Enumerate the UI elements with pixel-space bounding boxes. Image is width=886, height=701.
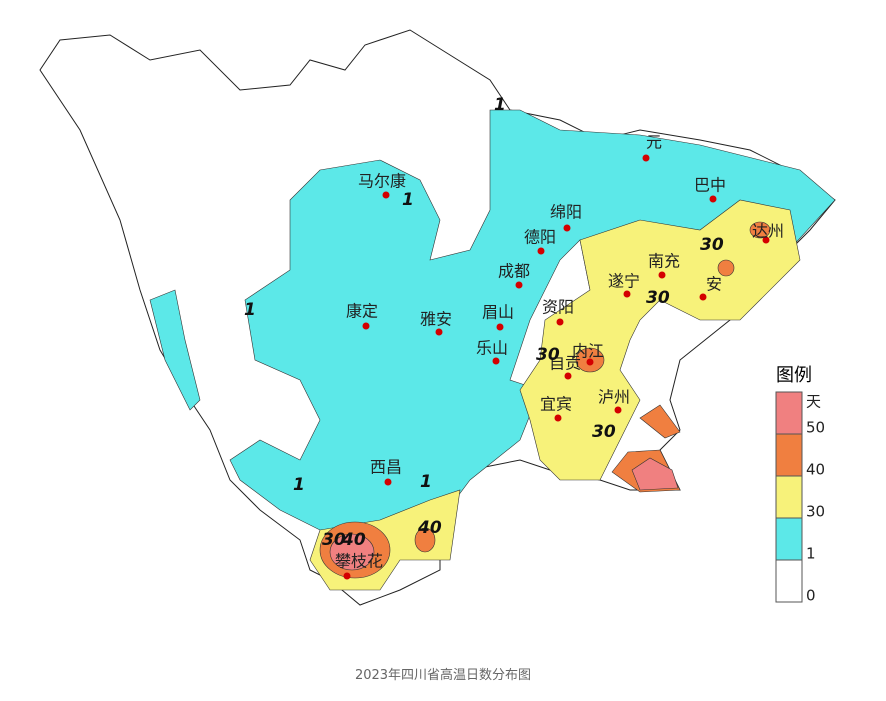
legend-label: 1	[806, 545, 816, 563]
legend-swatch	[775, 475, 803, 519]
legend-swatch	[775, 559, 803, 603]
city-label: 成都	[498, 262, 530, 281]
contour-label: 40	[341, 530, 366, 550]
city-dot	[642, 154, 650, 162]
city-dot	[362, 322, 370, 330]
city-dot	[564, 372, 572, 380]
city-label: 达州	[752, 222, 784, 241]
city-dot	[699, 293, 707, 301]
city-dot	[537, 247, 545, 255]
legend-swatch	[775, 517, 803, 561]
city-label: 雅安	[420, 310, 452, 329]
city-label: 遂宁	[608, 272, 640, 291]
zone-50	[631, 457, 679, 491]
city-label: 自贡	[549, 354, 581, 373]
contour-label: 30	[700, 235, 724, 255]
city-label: 眉山	[482, 303, 514, 322]
legend-label: 40	[806, 461, 825, 479]
city-label: 康定	[346, 302, 378, 321]
zone-40	[749, 221, 771, 239]
legend-title: 图例	[776, 365, 812, 386]
city-label: 内江	[572, 342, 604, 361]
zone-30	[309, 199, 801, 591]
city-label: 巴中	[694, 176, 726, 195]
city-dot	[658, 271, 666, 279]
city-dot	[563, 224, 571, 232]
city-dot	[554, 414, 562, 422]
city-label: 宜宾	[540, 395, 572, 414]
caption: 2023年四川省高温日数分布图	[354, 668, 532, 683]
legend-unit: 天	[806, 393, 821, 411]
city-dot	[623, 290, 631, 298]
contour-label: 1	[293, 475, 305, 495]
city-dot	[762, 236, 770, 244]
city-label: 西昌	[370, 458, 402, 477]
legend-label: 0	[806, 587, 816, 605]
contour-label: 40	[417, 518, 442, 538]
city-dot	[586, 358, 594, 366]
city-dot	[492, 357, 500, 365]
city-dots	[343, 154, 770, 580]
city-dot	[515, 281, 523, 289]
city-label: 德阳	[524, 228, 556, 247]
city-label: 泸州	[598, 388, 630, 407]
city-dot	[556, 318, 564, 326]
contour-label: 30	[322, 530, 346, 550]
city-label: 马尔康	[358, 172, 406, 191]
city-dot	[709, 195, 717, 203]
city-label: 资阳	[542, 298, 574, 317]
zone-40	[717, 259, 735, 277]
city-label: 元	[646, 133, 662, 152]
contour-label: 30	[646, 288, 670, 308]
city-dot	[343, 572, 351, 580]
city-dot	[384, 478, 392, 486]
city-label: 绵阳	[550, 203, 582, 222]
city-label: 南充	[648, 252, 680, 271]
contour-label: 1	[402, 190, 414, 210]
legend-label: 30	[806, 503, 825, 521]
contour-label: 1	[420, 472, 432, 492]
zone-50	[329, 533, 375, 571]
zone-40	[414, 527, 436, 553]
city-label: 乐山	[476, 339, 508, 358]
contour-labels: 1 1 1 1 1 30 30 30 30 30 40 40	[244, 95, 724, 550]
contour-label: 30	[536, 345, 560, 365]
contour-label: 30	[592, 422, 616, 442]
legend-swatch	[775, 391, 803, 435]
contour-label: 1	[494, 95, 506, 115]
city-label: 攀枝花	[335, 552, 383, 571]
city-label: 安	[706, 275, 722, 294]
city-dot	[496, 323, 504, 331]
legend-swatch	[775, 433, 803, 477]
city-dot	[382, 191, 390, 199]
contour-label: 1	[244, 300, 256, 320]
legend: 图例 天 50 40 30 1 0	[775, 365, 825, 605]
city-dot	[435, 328, 443, 336]
city-dot	[614, 406, 622, 414]
legend-label: 50	[806, 419, 825, 437]
